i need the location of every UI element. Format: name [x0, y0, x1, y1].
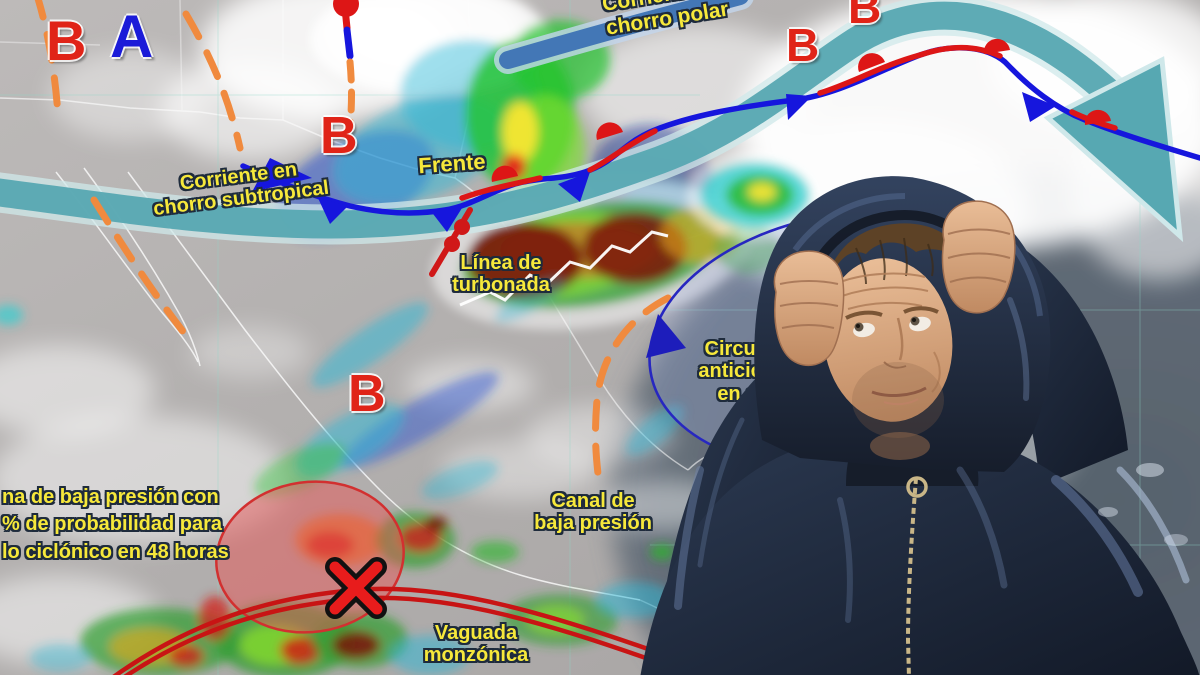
cyclone-position-x-icon — [325, 557, 387, 619]
anticyclone-arrow-icon — [646, 314, 686, 358]
squall-line-symbol — [429, 207, 669, 307]
polar-jet-stream — [494, 0, 754, 74]
jacket-zipper — [905, 477, 918, 675]
dissipating-front — [333, 0, 359, 130]
stationary-front — [240, 38, 1200, 232]
cold-front-pip-icon — [252, 92, 1056, 232]
trough-dashed-lines — [34, 0, 672, 486]
warm-front-pip-icon — [491, 38, 1111, 182]
man-figure — [640, 176, 1200, 675]
